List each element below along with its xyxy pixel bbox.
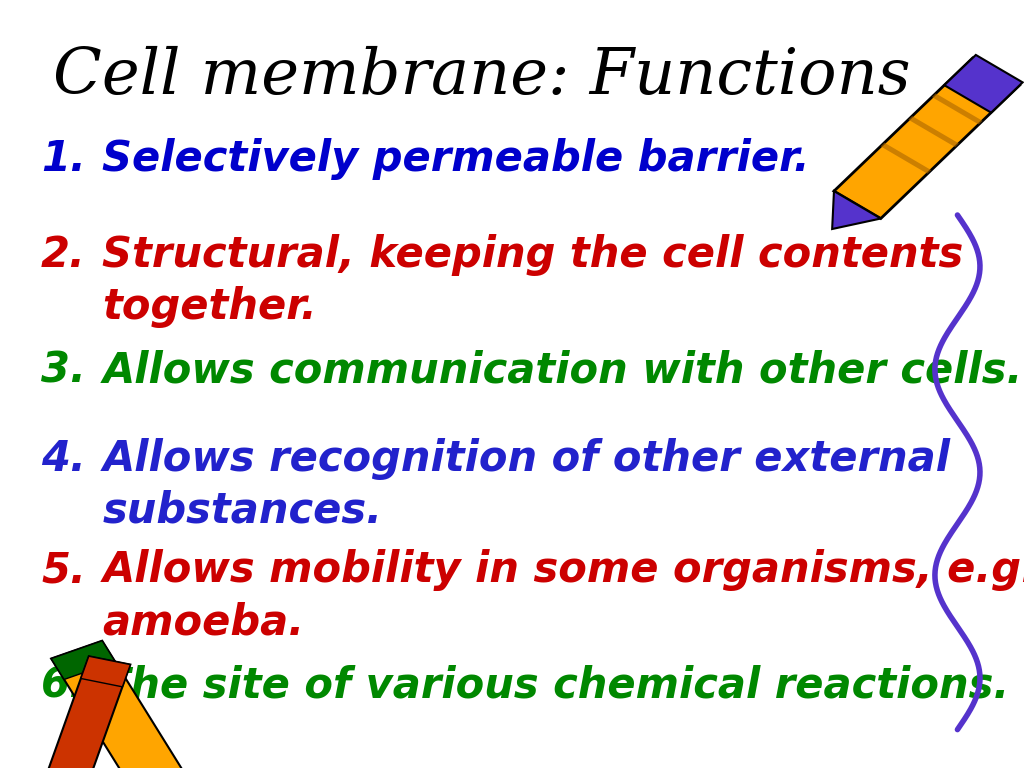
Text: 5.: 5.: [41, 549, 86, 591]
Text: 1.: 1.: [41, 138, 86, 180]
Text: Cell membrane: Functions: Cell membrane: Functions: [52, 46, 910, 108]
Text: Allows communication with other cells.: Allows communication with other cells.: [102, 349, 1023, 392]
Polygon shape: [834, 58, 1020, 219]
Text: The site of various chemical reactions.: The site of various chemical reactions.: [102, 664, 1010, 707]
Text: 2.: 2.: [41, 234, 86, 276]
Polygon shape: [51, 641, 184, 768]
Text: Allows recognition of other external
substances.: Allows recognition of other external sub…: [102, 438, 950, 531]
Polygon shape: [81, 656, 130, 687]
Polygon shape: [51, 641, 115, 680]
Text: 6.: 6.: [41, 664, 86, 707]
Polygon shape: [944, 55, 1023, 113]
Text: 4.: 4.: [41, 438, 86, 480]
Polygon shape: [881, 143, 931, 174]
Polygon shape: [44, 656, 130, 768]
Text: Selectively permeable barrier.: Selectively permeable barrier.: [102, 138, 810, 180]
Text: 3.: 3.: [41, 349, 86, 392]
Polygon shape: [908, 116, 958, 147]
Polygon shape: [833, 191, 881, 229]
Text: Structural, keeping the cell contents
together.: Structural, keeping the cell contents to…: [102, 234, 964, 328]
Polygon shape: [932, 94, 982, 124]
Text: Allows mobility in some organisms, e.g.
amoeba.: Allows mobility in some organisms, e.g. …: [102, 549, 1024, 643]
